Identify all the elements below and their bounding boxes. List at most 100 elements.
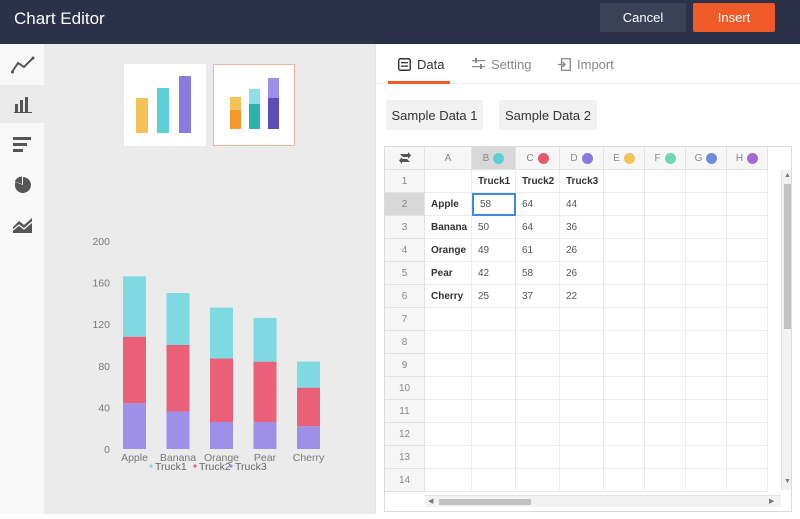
- table-cell[interactable]: [645, 193, 686, 216]
- table-cell[interactable]: [472, 308, 516, 331]
- series-color-dot[interactable]: [706, 152, 718, 164]
- vertical-scrollbar[interactable]: ▲ ▼: [781, 170, 791, 490]
- row-header[interactable]: 7: [385, 308, 425, 331]
- column-header-c[interactable]: C: [516, 147, 560, 170]
- column-chart-icon[interactable]: [0, 85, 45, 123]
- table-cell[interactable]: [727, 285, 768, 308]
- tab-import[interactable]: Import: [558, 44, 614, 84]
- series-color-dot[interactable]: [581, 152, 593, 164]
- series-color-dot[interactable]: [623, 152, 635, 164]
- clustered-column-thumbnail[interactable]: [124, 64, 206, 146]
- table-cell[interactable]: 64: [516, 193, 560, 216]
- table-cell[interactable]: [727, 308, 768, 331]
- table-cell[interactable]: [472, 423, 516, 446]
- series-color-dot[interactable]: [664, 152, 676, 164]
- table-cell[interactable]: 49: [472, 239, 516, 262]
- table-cell[interactable]: Cherry: [425, 285, 472, 308]
- table-cell[interactable]: [604, 285, 645, 308]
- table-cell[interactable]: [604, 400, 645, 423]
- table-cell[interactable]: [645, 262, 686, 285]
- table-cell[interactable]: [425, 400, 472, 423]
- table-cell[interactable]: [604, 193, 645, 216]
- table-cell[interactable]: [727, 331, 768, 354]
- table-cell[interactable]: [560, 400, 604, 423]
- table-cell[interactable]: [686, 308, 727, 331]
- table-cell[interactable]: [604, 239, 645, 262]
- table-cell[interactable]: [645, 285, 686, 308]
- row-header[interactable]: 2: [385, 193, 425, 216]
- table-cell[interactable]: Truck3: [560, 170, 604, 193]
- table-cell[interactable]: [516, 423, 560, 446]
- tab-data[interactable]: Data: [398, 44, 444, 84]
- table-cell[interactable]: [727, 193, 768, 216]
- table-cell[interactable]: [686, 331, 727, 354]
- table-cell[interactable]: [727, 354, 768, 377]
- table-cell[interactable]: Banana: [425, 216, 472, 239]
- stacked-column-thumbnail[interactable]: [213, 64, 295, 146]
- table-cell[interactable]: [604, 469, 645, 492]
- table-cell[interactable]: 58: [516, 262, 560, 285]
- row-header[interactable]: 3: [385, 216, 425, 239]
- row-header[interactable]: 12: [385, 423, 425, 446]
- table-cell[interactable]: [686, 377, 727, 400]
- table-cell[interactable]: [645, 377, 686, 400]
- table-cell[interactable]: [560, 377, 604, 400]
- table-cell[interactable]: 26: [560, 239, 604, 262]
- table-cell[interactable]: [645, 331, 686, 354]
- insert-button[interactable]: Insert: [693, 3, 775, 32]
- table-cell[interactable]: [645, 216, 686, 239]
- table-cell[interactable]: [727, 400, 768, 423]
- line-chart-icon[interactable]: [0, 46, 45, 84]
- table-cell[interactable]: [645, 170, 686, 193]
- pie-chart-icon[interactable]: [0, 166, 45, 204]
- table-cell[interactable]: [686, 170, 727, 193]
- table-cell[interactable]: [645, 354, 686, 377]
- table-cell[interactable]: [560, 423, 604, 446]
- table-cell[interactable]: [727, 469, 768, 492]
- table-cell[interactable]: 22: [560, 285, 604, 308]
- table-cell[interactable]: [604, 308, 645, 331]
- table-cell[interactable]: [686, 262, 727, 285]
- table-cell[interactable]: [604, 446, 645, 469]
- series-color-dot[interactable]: [747, 152, 759, 164]
- table-cell[interactable]: 58: [472, 193, 516, 216]
- table-cell[interactable]: [727, 446, 768, 469]
- table-cell[interactable]: [516, 331, 560, 354]
- table-cell[interactable]: [686, 216, 727, 239]
- row-header[interactable]: 10: [385, 377, 425, 400]
- table-cell[interactable]: Orange: [425, 239, 472, 262]
- table-cell[interactable]: [425, 377, 472, 400]
- column-header-a[interactable]: A: [425, 147, 472, 170]
- table-cell[interactable]: [686, 400, 727, 423]
- column-header-f[interactable]: F: [645, 147, 686, 170]
- row-header[interactable]: 8: [385, 331, 425, 354]
- table-cell[interactable]: 37: [516, 285, 560, 308]
- table-cell[interactable]: [686, 423, 727, 446]
- table-cell[interactable]: [560, 354, 604, 377]
- table-cell[interactable]: Apple: [425, 193, 472, 216]
- table-cell[interactable]: [472, 400, 516, 423]
- table-cell[interactable]: Truck1: [472, 170, 516, 193]
- table-cell[interactable]: [727, 377, 768, 400]
- horizontal-scrollbar[interactable]: ◀ ▶: [425, 495, 781, 507]
- column-header-g[interactable]: G: [686, 147, 727, 170]
- row-header[interactable]: 1: [385, 170, 425, 193]
- table-cell[interactable]: [472, 331, 516, 354]
- table-cell[interactable]: [516, 469, 560, 492]
- table-cell[interactable]: [516, 354, 560, 377]
- table-cell[interactable]: [686, 193, 727, 216]
- table-cell[interactable]: [425, 331, 472, 354]
- row-header[interactable]: 4: [385, 239, 425, 262]
- table-cell[interactable]: [727, 262, 768, 285]
- table-cell[interactable]: [727, 170, 768, 193]
- area-chart-icon[interactable]: [0, 206, 45, 244]
- table-cell[interactable]: [560, 446, 604, 469]
- table-cell[interactable]: [425, 446, 472, 469]
- table-cell[interactable]: [727, 239, 768, 262]
- column-header-e[interactable]: E: [604, 147, 645, 170]
- bar-chart-icon[interactable]: [0, 126, 45, 164]
- table-cell[interactable]: [686, 285, 727, 308]
- column-header-b[interactable]: B: [472, 147, 516, 170]
- table-cell[interactable]: [604, 216, 645, 239]
- table-cell[interactable]: [645, 239, 686, 262]
